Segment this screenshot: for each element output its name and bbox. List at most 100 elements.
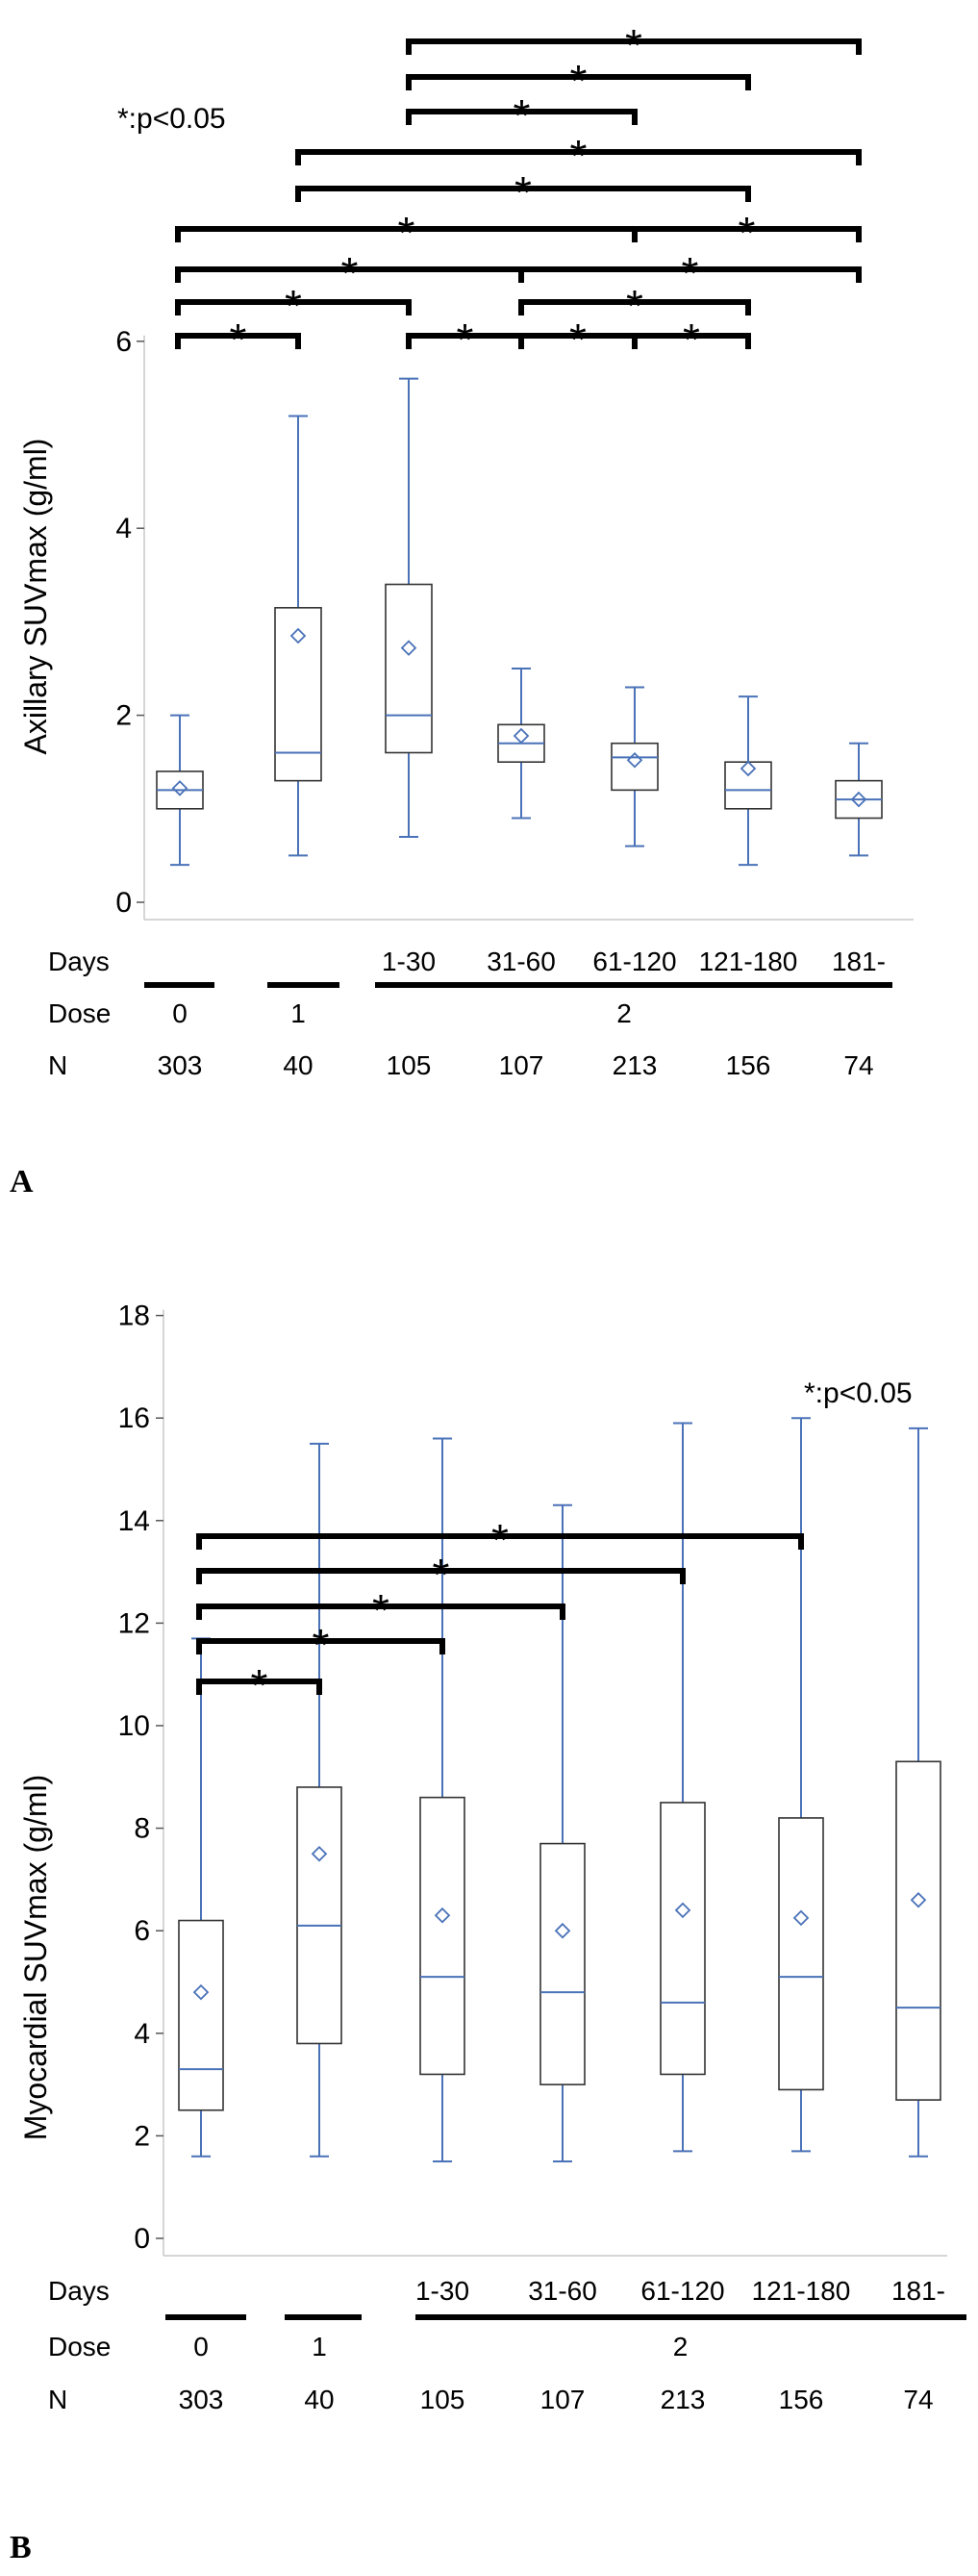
y-tick-label: 4: [134, 2018, 150, 2050]
n-value: 156: [779, 2385, 824, 2414]
y-tick-label: 8: [134, 1813, 150, 1845]
n-value: 74: [843, 1050, 873, 1080]
iqr-box: [419, 1796, 465, 2076]
significance-bracket: [295, 186, 751, 202]
mean-marker: [289, 627, 307, 644]
mean-marker: [740, 760, 757, 777]
days-value: 181-: [832, 947, 886, 976]
iqr-box: [274, 607, 322, 782]
n-row-label: N: [48, 2385, 67, 2414]
y-tick-label: 0: [115, 887, 132, 919]
n-value: 40: [283, 1050, 313, 1080]
mean-marker: [400, 640, 417, 656]
panel-b-significance-note: *:p<0.05: [804, 1377, 913, 1409]
n-value: 40: [304, 2385, 334, 2414]
n-value: 303: [158, 1050, 203, 1080]
y-tick-label: 2: [115, 700, 132, 732]
y-tick-label: 2: [134, 2120, 150, 2152]
y-tick-label: 18: [118, 1301, 150, 1332]
significance-star: *: [341, 248, 359, 298]
y-tick-label: 6: [115, 326, 132, 358]
iqr-box: [724, 761, 772, 810]
dose-value: 0: [193, 2332, 209, 2361]
y-tick-label: 10: [118, 1710, 150, 1742]
days-value: 61-120: [592, 947, 676, 976]
days-value: 61-120: [640, 2276, 724, 2306]
y-tick-label: 0: [134, 2223, 150, 2255]
days-value: 121-180: [752, 2276, 851, 2306]
y-tick-label: 4: [115, 513, 132, 544]
significance-star: *: [739, 208, 756, 258]
mean-marker: [513, 727, 530, 745]
panel-a-significance-note: *:p<0.05: [117, 103, 226, 135]
significance-bracket: [295, 149, 862, 165]
days-value: 121-180: [699, 947, 798, 976]
panel-b-label: B: [10, 2530, 32, 2565]
n-value: 213: [661, 2385, 706, 2414]
mean-marker: [171, 780, 188, 796]
iqr-box: [611, 742, 659, 792]
days-value: 31-60: [487, 947, 556, 976]
y-tick-label: 16: [118, 1402, 150, 1434]
n-value: 105: [420, 2385, 465, 2414]
n-value: 213: [613, 1050, 658, 1080]
significance-star: *: [683, 315, 700, 365]
significance-star: *: [570, 56, 588, 106]
significance-star: *: [569, 315, 587, 365]
significance-star: *: [626, 281, 643, 331]
y-tick-label: 14: [118, 1505, 150, 1537]
y-tick-label: 12: [118, 1607, 150, 1639]
iqr-box: [385, 583, 433, 754]
significance-star: *: [514, 90, 531, 140]
mean-marker: [554, 1922, 571, 1939]
n-value: 74: [903, 2385, 933, 2414]
significance-bracket: [196, 1604, 565, 1620]
iqr-box: [296, 1786, 342, 2045]
significance-bracket: [632, 333, 751, 349]
dose-value: 2: [673, 2332, 689, 2361]
n-row-label: N: [48, 1050, 67, 1080]
significance-bracket: [406, 38, 862, 55]
significance-star: *: [625, 20, 642, 70]
significance-star: *: [570, 131, 588, 181]
significance-bracket: [518, 299, 751, 316]
significance-star: *: [372, 1585, 389, 1635]
dose-row-label: Dose: [48, 998, 111, 1028]
n-value: 303: [179, 2385, 224, 2414]
significance-star: *: [433, 1550, 450, 1600]
mean-marker: [850, 791, 867, 808]
mean-marker: [626, 751, 643, 769]
significance-bracket: [175, 333, 301, 349]
mean-marker: [674, 1902, 691, 1919]
significance-bracket: [196, 1568, 686, 1584]
panel-a-label: A: [10, 1164, 34, 1200]
significance-bracket: [175, 299, 412, 316]
mean-marker: [311, 1845, 328, 1862]
significance-star: *: [251, 1660, 268, 1710]
y-axis-label: Myocardial SUVmax (g/ml): [18, 1775, 53, 2141]
significance-star: *: [491, 1515, 509, 1565]
n-value: 156: [726, 1050, 771, 1080]
significance-star: *: [682, 248, 699, 298]
iqr-box: [660, 1802, 706, 2076]
iqr-box: [539, 1842, 586, 2085]
days-row-label: Days: [48, 947, 110, 976]
significance-star: *: [514, 167, 532, 217]
days-value: 1-30: [382, 947, 436, 976]
mean-marker: [792, 1909, 810, 1927]
iqr-box: [778, 1817, 824, 2091]
n-value: 107: [499, 1050, 544, 1080]
days-row-label: Days: [48, 2276, 110, 2306]
days-value: 31-60: [528, 2276, 597, 2306]
significance-star: *: [457, 315, 474, 365]
iqr-box: [178, 1919, 224, 2111]
days-value: 1-30: [415, 2276, 469, 2306]
significance-bracket: [196, 1679, 322, 1695]
significance-star: *: [230, 315, 247, 365]
dose-value: 0: [172, 998, 188, 1028]
significance-bracket: [406, 74, 751, 90]
significance-star: *: [398, 208, 415, 258]
iqr-box: [895, 1760, 941, 2101]
mean-marker: [910, 1891, 927, 1908]
